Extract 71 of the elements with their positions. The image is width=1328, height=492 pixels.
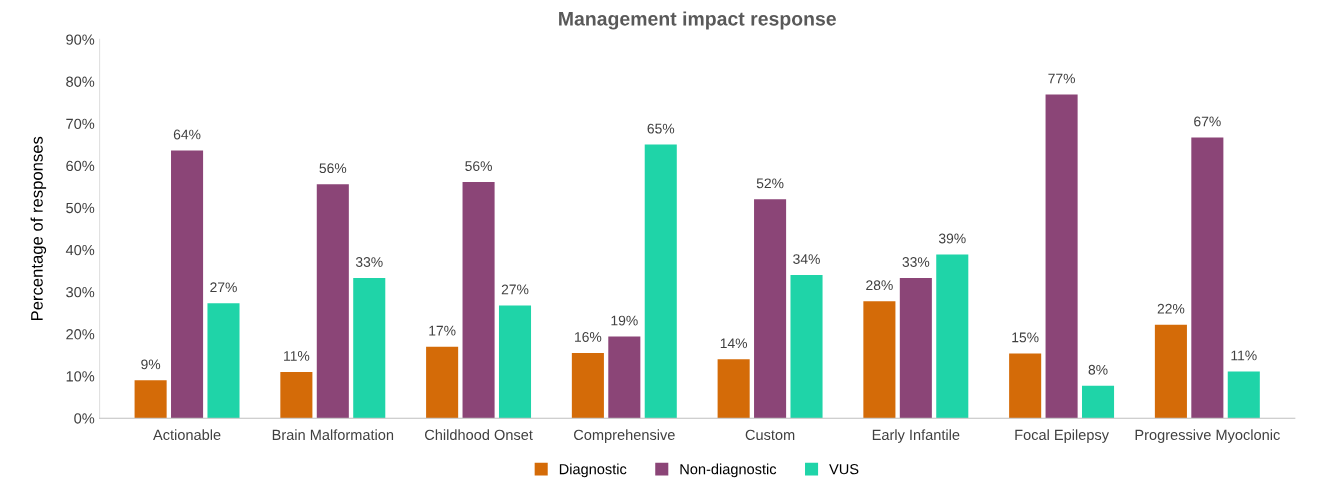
data-label: 64%	[173, 129, 201, 140]
data-label: 14%	[720, 338, 748, 349]
data-label: 52%	[756, 178, 784, 189]
bar	[1154, 324, 1187, 419]
data-label: 33%	[355, 257, 383, 267]
bar	[571, 352, 604, 419]
data-label: 65%	[647, 123, 675, 134]
bar	[608, 336, 641, 419]
chart-title: Management impact response	[559, 11, 836, 30]
bar	[171, 150, 204, 419]
bar	[280, 371, 313, 419]
y-tick-label: 30%	[66, 287, 95, 298]
bar	[790, 275, 823, 419]
x-tick-label: Progressive Myoclonic	[1135, 429, 1280, 443]
y-tick-label: 0%	[74, 413, 95, 424]
y-axis-title: Percentage of responses	[30, 136, 47, 321]
y-tick-label: 20%	[66, 329, 95, 340]
data-label: 34%	[793, 254, 820, 264]
y-tick-label: 70%	[66, 118, 95, 129]
data-label: 39%	[938, 233, 966, 244]
bar	[1227, 371, 1260, 419]
data-label: 27%	[210, 282, 237, 293]
bar	[1045, 94, 1078, 419]
y-tick-label: 10%	[66, 371, 95, 382]
bar	[353, 278, 386, 419]
data-label: 11%	[284, 351, 310, 361]
bar	[644, 144, 677, 419]
x-tick-label: Comprehensive	[574, 429, 675, 443]
y-tick-label: 80%	[66, 76, 95, 87]
bar	[498, 305, 532, 419]
data-label: 33%	[902, 257, 930, 267]
bar	[316, 184, 349, 419]
x-tick-label: Custom	[745, 429, 795, 441]
bar	[462, 182, 495, 419]
y-tick-label: 40%	[65, 244, 95, 256]
bar	[899, 278, 932, 419]
bar	[1082, 385, 1115, 419]
legend-label: Diagnostic	[559, 463, 627, 478]
data-label: 56%	[319, 163, 347, 174]
data-label: 9%	[141, 359, 161, 370]
y-tick-label: 90%	[66, 34, 95, 45]
legend-label: VUS	[829, 463, 859, 475]
legend-label: Non-diagnostic	[680, 463, 777, 478]
bar	[1191, 137, 1224, 419]
bar	[1009, 353, 1042, 419]
data-label: 16%	[575, 332, 602, 342]
data-label: 8%	[1088, 364, 1108, 375]
x-tick-label: Actionable	[153, 429, 221, 441]
bar	[863, 301, 896, 419]
data-label: 22%	[1157, 303, 1185, 314]
x-tick-label: Brain Malformation	[272, 429, 394, 441]
bar	[134, 380, 167, 419]
y-tick-label: 60%	[66, 160, 95, 172]
data-label: 77%	[1048, 73, 1075, 84]
y-tick-label: 50%	[66, 202, 95, 214]
data-label: 15%	[1012, 332, 1039, 343]
data-label: 19%	[611, 315, 638, 326]
bar	[207, 303, 240, 419]
data-label: 27%	[501, 284, 529, 295]
data-label: 67%	[1194, 116, 1221, 127]
bar	[717, 359, 750, 419]
data-label: 28%	[866, 280, 893, 291]
bar	[754, 199, 787, 419]
data-label: 56%	[465, 161, 492, 171]
data-label: 17%	[429, 325, 456, 336]
bar	[426, 346, 459, 419]
x-tick-label: Childhood Onset	[424, 429, 533, 441]
x-tick-label: Focal Epilepsy	[1015, 429, 1109, 443]
x-tick-label: Early Infantile	[872, 429, 960, 443]
data-label: 11%	[1231, 350, 1257, 361]
bar	[936, 254, 969, 419]
